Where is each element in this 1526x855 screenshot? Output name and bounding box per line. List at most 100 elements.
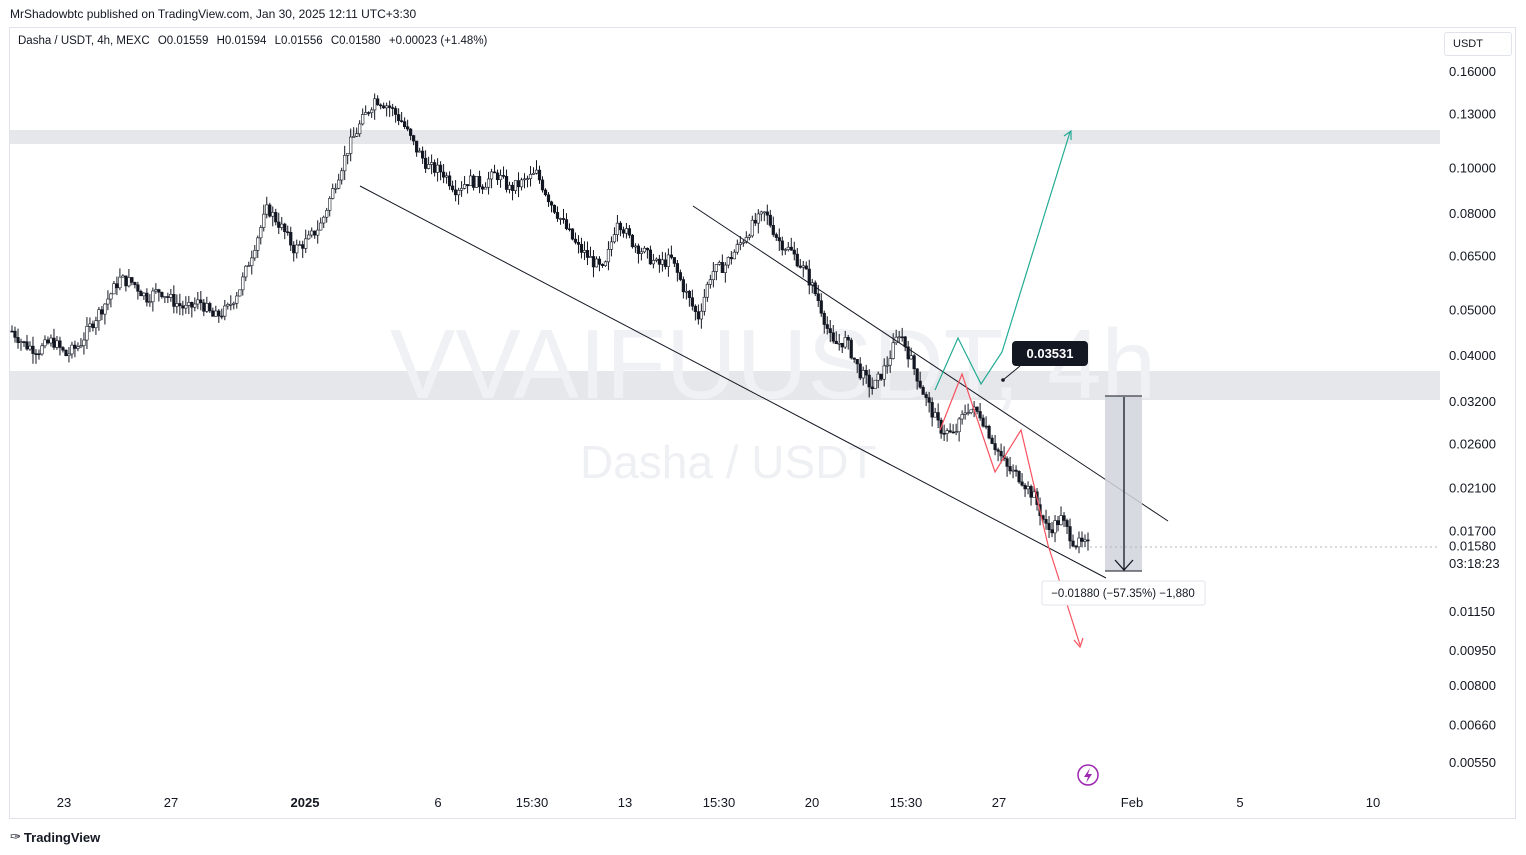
price-axis[interactable]: 0.16000 0.13000 0.10000 0.08000 0.06500 0.050…	[1449, 64, 1496, 770]
candle-body	[232, 302, 236, 305]
candle-body	[840, 342, 844, 348]
bearish-projection-path	[939, 372, 1081, 646]
candle-body	[133, 282, 137, 286]
candle-body	[981, 417, 985, 427]
candle-body	[190, 302, 194, 308]
candle-body	[196, 299, 200, 305]
candle-body	[744, 237, 748, 243]
candle-body	[1047, 522, 1051, 530]
candle-body	[406, 126, 410, 130]
candle-body	[771, 225, 775, 235]
candle-body	[118, 276, 122, 289]
time-axis[interactable]: 23 27 2025 6 15:30 13 15:30 20 15:30 27 Feb 5 10	[57, 795, 1380, 810]
target-price-label: 0.03531	[1027, 346, 1074, 361]
candle-body	[786, 246, 790, 250]
candle-body	[756, 213, 760, 224]
candle-body	[732, 251, 736, 260]
candle-body	[430, 162, 434, 165]
candle-body	[615, 222, 620, 235]
candle-body	[699, 310, 703, 320]
candle-body	[364, 112, 368, 115]
candle-body	[909, 355, 913, 360]
candle-body	[723, 264, 727, 273]
lightning-icon[interactable]	[1077, 764, 1099, 786]
candle-body	[807, 268, 811, 286]
candle-body	[1053, 520, 1057, 534]
candle-body	[579, 244, 584, 253]
candle-body	[166, 296, 170, 298]
candle-body	[480, 186, 485, 190]
candle-body	[747, 235, 751, 238]
candle-body	[172, 294, 176, 307]
currency-button[interactable]: USDT	[1444, 32, 1512, 56]
candle-body	[28, 345, 32, 350]
candle-body	[304, 238, 308, 249]
candle-body	[669, 254, 673, 258]
candle-body	[19, 341, 23, 343]
candle-body	[885, 364, 889, 367]
candle-body	[897, 336, 901, 339]
bullish-arrow-head	[1063, 129, 1072, 140]
candle-body	[91, 323, 95, 329]
candle-body	[223, 305, 227, 317]
candle-body	[576, 242, 581, 245]
candle-body	[630, 234, 635, 248]
time-tick-label: 27	[164, 795, 178, 810]
candle-body	[400, 120, 404, 122]
candle-body	[843, 337, 847, 348]
candle-body	[852, 357, 856, 360]
candle-body	[498, 175, 503, 181]
candle-body	[331, 188, 335, 199]
candle-body	[819, 300, 823, 314]
ohlc-low: L0.01556	[274, 35, 323, 47]
candle-body	[436, 164, 440, 173]
support-zone	[10, 371, 1440, 400]
footer-logo[interactable]: ✑ TradingView	[10, 829, 100, 845]
candle-body	[310, 230, 314, 236]
candle-body	[247, 265, 251, 267]
candle-body	[79, 345, 83, 348]
time-tick-label: 6	[434, 795, 441, 810]
candle-body	[85, 326, 89, 341]
price-tick-label: 0.06500	[1449, 249, 1496, 264]
candle-body	[867, 374, 871, 388]
candle-body	[82, 339, 86, 346]
candle-body	[729, 257, 733, 260]
candle-body	[816, 293, 820, 302]
candle-body	[283, 223, 287, 233]
candle-body	[259, 227, 263, 239]
target-callout-pointer	[1002, 365, 1021, 381]
candle-body	[1023, 484, 1027, 490]
candle-body	[415, 140, 419, 153]
symbol-name[interactable]: Dasha / USDT, 4h, MEXC	[18, 35, 150, 47]
candle-body	[142, 292, 146, 297]
candle-body	[208, 303, 212, 312]
candle-body	[639, 251, 644, 254]
candle-body	[624, 228, 629, 234]
watermark-pair: Dasha / USDT	[580, 436, 877, 488]
candle-body	[253, 250, 257, 259]
candle-body	[834, 340, 838, 345]
candle-body	[1005, 458, 1009, 467]
candle-body	[55, 340, 59, 348]
candle-body	[459, 188, 464, 191]
candle-body	[636, 245, 641, 254]
candle-body	[160, 291, 164, 298]
candle-body	[52, 337, 56, 348]
candle-body	[274, 212, 278, 223]
candle-body	[546, 194, 551, 203]
candle-body	[1080, 537, 1084, 542]
candle-body	[301, 244, 305, 249]
candle-body	[915, 368, 919, 382]
candle-body	[933, 412, 937, 418]
candle-body	[912, 355, 916, 370]
candle-body	[768, 214, 772, 226]
candle-body	[319, 222, 323, 231]
candle-body	[265, 204, 269, 215]
candle-body	[358, 123, 362, 135]
candle-body	[1011, 469, 1015, 472]
candle-body	[552, 204, 557, 213]
candle-body	[163, 296, 167, 298]
candle-body	[519, 179, 524, 188]
